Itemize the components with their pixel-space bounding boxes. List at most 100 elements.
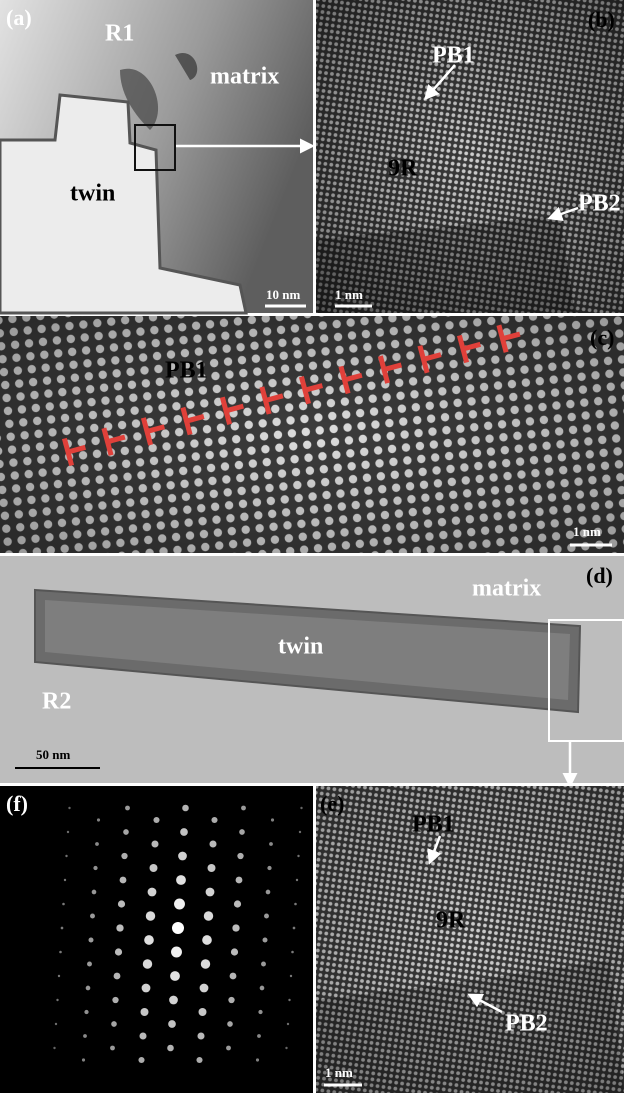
annotation: 9R [388, 156, 418, 182]
diffraction-spot [172, 922, 184, 934]
annotation: 9R [436, 908, 466, 934]
diffraction-spot [204, 911, 213, 920]
diffraction-spot [178, 852, 187, 861]
annotation: matrix [210, 64, 279, 90]
diffraction-spot [153, 817, 159, 823]
diffraction-spot [168, 1020, 176, 1028]
annotation: twin [70, 181, 115, 207]
diffraction-spot [206, 888, 215, 897]
diffraction-spot [143, 959, 152, 968]
diffraction-spot [174, 899, 185, 910]
annotation: PB2 [505, 1011, 548, 1037]
diffraction-spot [146, 911, 155, 920]
scale-bar-label: 1 nm [335, 287, 363, 302]
scale-bar-label: 10 nm [266, 287, 300, 302]
diffraction-spot [55, 1023, 57, 1025]
diffraction-spot [241, 806, 246, 811]
diffraction-spot [297, 855, 299, 857]
diffraction-spot [226, 1046, 231, 1051]
diffraction-spot [209, 840, 216, 847]
diffraction-spot [257, 1034, 261, 1038]
diffraction-spot [140, 1008, 148, 1016]
diffraction-spot [231, 948, 238, 955]
diffraction-spot [144, 935, 154, 945]
panel-label: (a) [6, 5, 32, 30]
diffraction-spot [67, 831, 69, 833]
diffraction-spot [56, 999, 58, 1001]
diffraction-spot [84, 1010, 88, 1014]
diffraction-spot [207, 864, 215, 872]
figure: (a) R1 matrix twin 10 nm (b) PB1 9R PB2 … [0, 0, 624, 1093]
diffraction-spot [269, 842, 273, 846]
diffraction-spot [290, 975, 292, 977]
diffraction-spot [261, 962, 266, 967]
diffraction-spot [151, 840, 158, 847]
diffraction-spot [87, 962, 92, 967]
diffraction-spot [169, 996, 178, 1005]
diffraction-spot [95, 842, 99, 846]
panel-a: (a) R1 matrix twin 10 nm [0, 0, 313, 313]
diffraction-spot [125, 806, 130, 811]
diffraction-spot [97, 818, 100, 821]
diffraction-spot [176, 875, 186, 885]
diffraction-spot [198, 1008, 206, 1016]
diffraction-spot [142, 984, 151, 993]
diffraction-spot [120, 877, 127, 884]
diffraction-spot [89, 938, 94, 943]
diffraction-spot [256, 1058, 259, 1061]
diffraction-spot [148, 888, 157, 897]
diffraction-spot [112, 997, 118, 1003]
diffraction-spot [237, 853, 243, 859]
diffraction-spot [61, 927, 64, 930]
diffraction-spot [114, 973, 121, 980]
annotation: PB1 [165, 358, 208, 384]
diffraction-spot [118, 900, 125, 907]
diffraction-spot [90, 914, 95, 919]
diffraction-spot [200, 984, 209, 993]
diffraction-spot [83, 1034, 87, 1038]
diffraction-spot [167, 1045, 174, 1052]
panel-b: (b) PB1 9R PB2 1 nm [316, 0, 624, 313]
annotation: twin [278, 634, 323, 660]
diffraction-spot [171, 947, 182, 958]
diffraction-spot [293, 927, 296, 930]
diffraction-spot [116, 924, 123, 931]
diffraction-spot [202, 935, 212, 945]
diffraction-spot [82, 1058, 85, 1061]
diffraction-spot [62, 903, 65, 906]
diffraction-spot [267, 866, 271, 870]
diffraction-spot [121, 853, 127, 859]
panel-e: (e) PB1 9R PB2 1 nm [316, 786, 624, 1093]
diffraction-spot [182, 805, 189, 812]
diffraction-spot [263, 938, 268, 943]
diffraction-spot [258, 1010, 262, 1014]
diffraction-spot [196, 1057, 202, 1063]
diffraction-spot [170, 971, 180, 981]
diffraction-spot [197, 1032, 204, 1039]
diffraction-spot [227, 1021, 233, 1027]
panel-label: (e) [320, 791, 344, 816]
scale-bar-label: 50 nm [36, 747, 70, 762]
panel-label: (b) [588, 7, 615, 32]
diffraction-spot [285, 1047, 287, 1049]
diffraction-spot [123, 829, 129, 835]
diffraction-spot [230, 973, 237, 980]
diffraction-spot [234, 900, 241, 907]
panel-d: (d) matrix twin R2 50 nm [0, 556, 624, 785]
diffraction-spot [239, 829, 245, 835]
diffraction-spot [64, 879, 66, 881]
diffraction-spot [294, 903, 297, 906]
diffraction-spot [110, 1046, 115, 1051]
panel-f: (f) [0, 786, 313, 1093]
diffraction-spot [287, 1023, 289, 1025]
diffraction-spot [288, 999, 290, 1001]
diffraction-spot [211, 817, 217, 823]
annotation: R1 [105, 21, 134, 47]
diffraction-spot [271, 818, 274, 821]
diffraction-spot [68, 807, 70, 809]
scale-bar-label: 1 nm [325, 1065, 353, 1080]
annotation: matrix [472, 576, 541, 602]
panel-label: (f) [6, 791, 28, 816]
diffraction-spot [228, 997, 234, 1003]
diffraction-spot [111, 1021, 117, 1027]
